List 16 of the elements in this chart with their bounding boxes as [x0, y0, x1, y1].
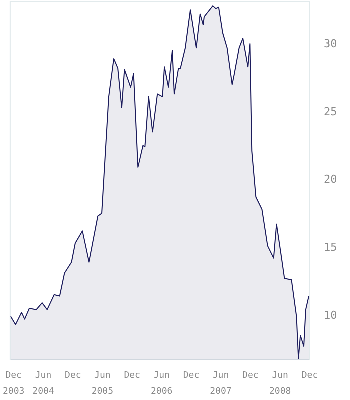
x-tick-label: Jun 2004 — [32, 371, 54, 397]
y-tick-label: 15 — [324, 240, 338, 254]
y-tick-label: 20 — [324, 173, 338, 186]
x-tick-label: Dec — [124, 371, 140, 381]
x-tick-label: Dec — [65, 371, 82, 381]
x-tick-label: Jun 2005 — [92, 371, 114, 397]
x-tick-label: Dec — [242, 371, 259, 381]
x-tick-label: Dec 2003 — [2, 371, 25, 397]
x-tick-label: Jun 2008 — [269, 371, 292, 397]
y-tick-label: 10 — [324, 308, 338, 322]
y-tick-label: 30 — [324, 38, 338, 51]
x-tick-label: Dec — [302, 371, 318, 381]
x-tick-label: Jun 2007 — [210, 371, 232, 397]
x-tick-label: Jun 2006 — [150, 371, 173, 397]
x-tick-label: Dec — [183, 371, 200, 381]
y-tick-label: 25 — [324, 105, 338, 118]
